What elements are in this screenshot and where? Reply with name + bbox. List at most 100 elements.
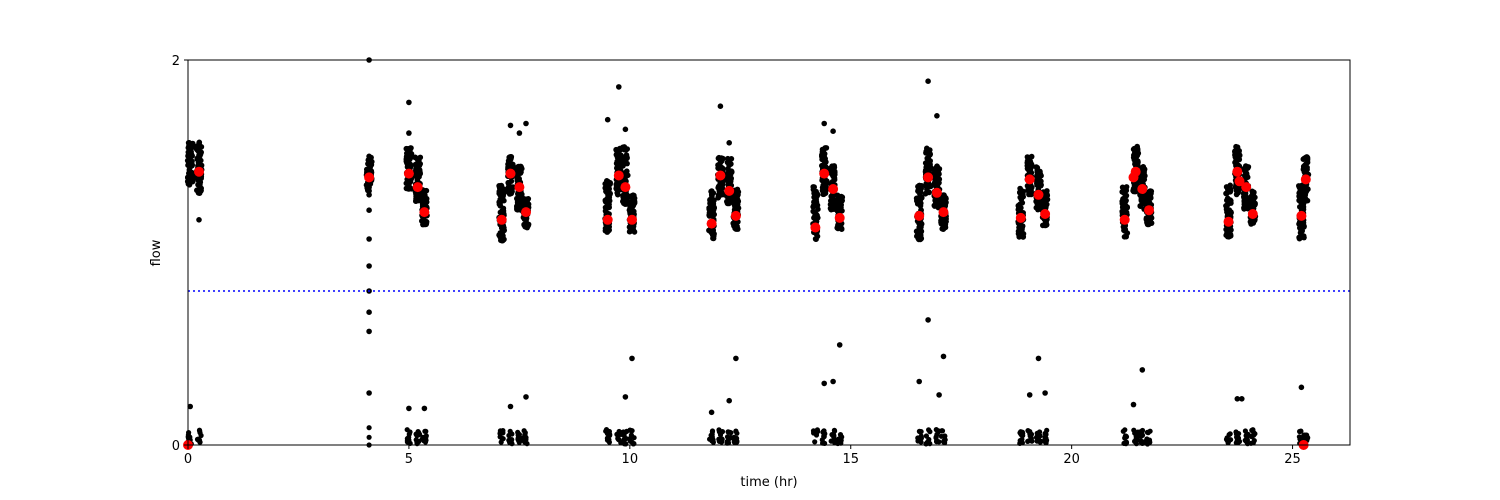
raw-flow-point [406, 437, 412, 443]
mean-flow-point [828, 184, 839, 194]
outlier-flow-point [507, 403, 514, 410]
outlier-flow-point [523, 120, 529, 127]
raw-flow-point [606, 439, 613, 445]
outlier-flow-point [821, 120, 827, 127]
raw-flow-point [820, 429, 826, 435]
raw-flow-point [838, 435, 844, 441]
raw-flow-point [708, 211, 714, 218]
raw-flow-point [831, 176, 838, 183]
raw-flow-point [829, 203, 836, 210]
raw-flow-point [1243, 433, 1249, 439]
raw-flow-point [622, 170, 628, 176]
raw-flow-point [1250, 203, 1257, 209]
raw-flow-point [716, 438, 723, 444]
raw-flow-point [195, 148, 202, 155]
outlier-flow-point [916, 378, 922, 385]
mean-flow-point [923, 172, 934, 183]
outlier-flow-point [406, 130, 412, 136]
raw-flow-point [405, 180, 411, 187]
raw-flow-point [733, 428, 739, 434]
raw-flow-point [1233, 440, 1239, 446]
outlier-flow-point [726, 397, 732, 404]
raw-flow-point [926, 158, 933, 165]
raw-flow-point [1035, 206, 1041, 213]
raw-flow-point [423, 219, 430, 225]
raw-flow-point [621, 194, 627, 200]
raw-flow-point [1122, 226, 1129, 233]
mean-flow-point [810, 222, 821, 233]
raw-flow-point [1015, 202, 1022, 209]
outlier-flow-point [604, 116, 611, 123]
raw-flow-point [1249, 196, 1255, 203]
raw-flow-point [1131, 153, 1138, 159]
y-axis-label: flow [149, 239, 164, 266]
raw-flow-point [629, 198, 636, 205]
x-tick-label: 25 [1284, 452, 1301, 467]
raw-flow-point [422, 428, 428, 434]
raw-flow-point [403, 145, 410, 152]
mean-flow-point [505, 168, 516, 179]
y-axis-ticks: 02 [172, 54, 188, 454]
raw-flow-point [405, 162, 411, 168]
mean-flow-point [403, 168, 414, 179]
outlier-flow-point [925, 317, 931, 323]
raw-flow-point [1233, 157, 1239, 164]
raw-flow-point [1139, 165, 1145, 171]
raw-flow-point [602, 185, 608, 191]
raw-flow-point [521, 428, 527, 434]
raw-flow-point [1227, 431, 1233, 437]
raw-flow-point [725, 155, 731, 162]
outlier-flow-point [366, 192, 372, 198]
raw-flow-point [1028, 164, 1034, 170]
outlier-flow-point [406, 99, 412, 106]
raw-flow-point [939, 195, 945, 202]
outlier-flow-point [507, 122, 514, 129]
raw-flow-point [1296, 434, 1302, 440]
raw-flow-point [196, 179, 203, 186]
raw-flow-point [497, 209, 504, 216]
raw-flow-point [1144, 441, 1151, 447]
raw-flow-point [1223, 436, 1230, 442]
raw-flow-point [1041, 438, 1047, 444]
x-tick-label: 15 [842, 452, 859, 467]
raw-flow-point [1145, 430, 1151, 436]
raw-flow-point [727, 178, 734, 185]
raw-flow-point [604, 229, 610, 235]
raw-flow-point [516, 190, 523, 197]
mean-flow-point [730, 210, 741, 221]
outlier-flow-point [616, 84, 622, 90]
raw-flow-point [1228, 209, 1234, 215]
outlier-flow-point [366, 309, 372, 316]
outlier-flow-point [1298, 384, 1305, 391]
raw-flow-point [497, 203, 504, 209]
raw-flow-point [499, 195, 506, 201]
raw-flow-point [811, 430, 817, 436]
raw-flow-point [523, 201, 529, 208]
outlier-flow-point [1139, 367, 1146, 373]
raw-flow-point [1035, 199, 1042, 205]
raw-flow-point [366, 166, 372, 173]
raw-flow-point [1301, 188, 1307, 195]
raw-flow-point [417, 154, 424, 161]
low-flow-points [185, 425, 1311, 448]
raw-flow-point [836, 205, 843, 211]
x-axis-label: time (hr) [740, 475, 797, 490]
mean-flow-point [1040, 209, 1051, 219]
raw-flow-point [819, 146, 826, 153]
mean-flow-point [613, 170, 624, 181]
mean-flow-point [602, 214, 613, 225]
raw-flow-point [715, 183, 722, 190]
mean-flow-point [496, 214, 507, 225]
outlier-flow-point [366, 263, 372, 269]
mean-flow-point [931, 187, 942, 198]
raw-flow-point [918, 200, 924, 206]
raw-flow-point [731, 439, 738, 445]
x-tick-label: 20 [1063, 452, 1080, 467]
mean-flow-point [194, 166, 204, 177]
mean-flow-point [364, 172, 375, 183]
raw-flow-point [918, 185, 924, 192]
outlier-flow-point [925, 78, 931, 84]
raw-flow-point [196, 427, 203, 433]
raw-flow-point [716, 187, 723, 194]
